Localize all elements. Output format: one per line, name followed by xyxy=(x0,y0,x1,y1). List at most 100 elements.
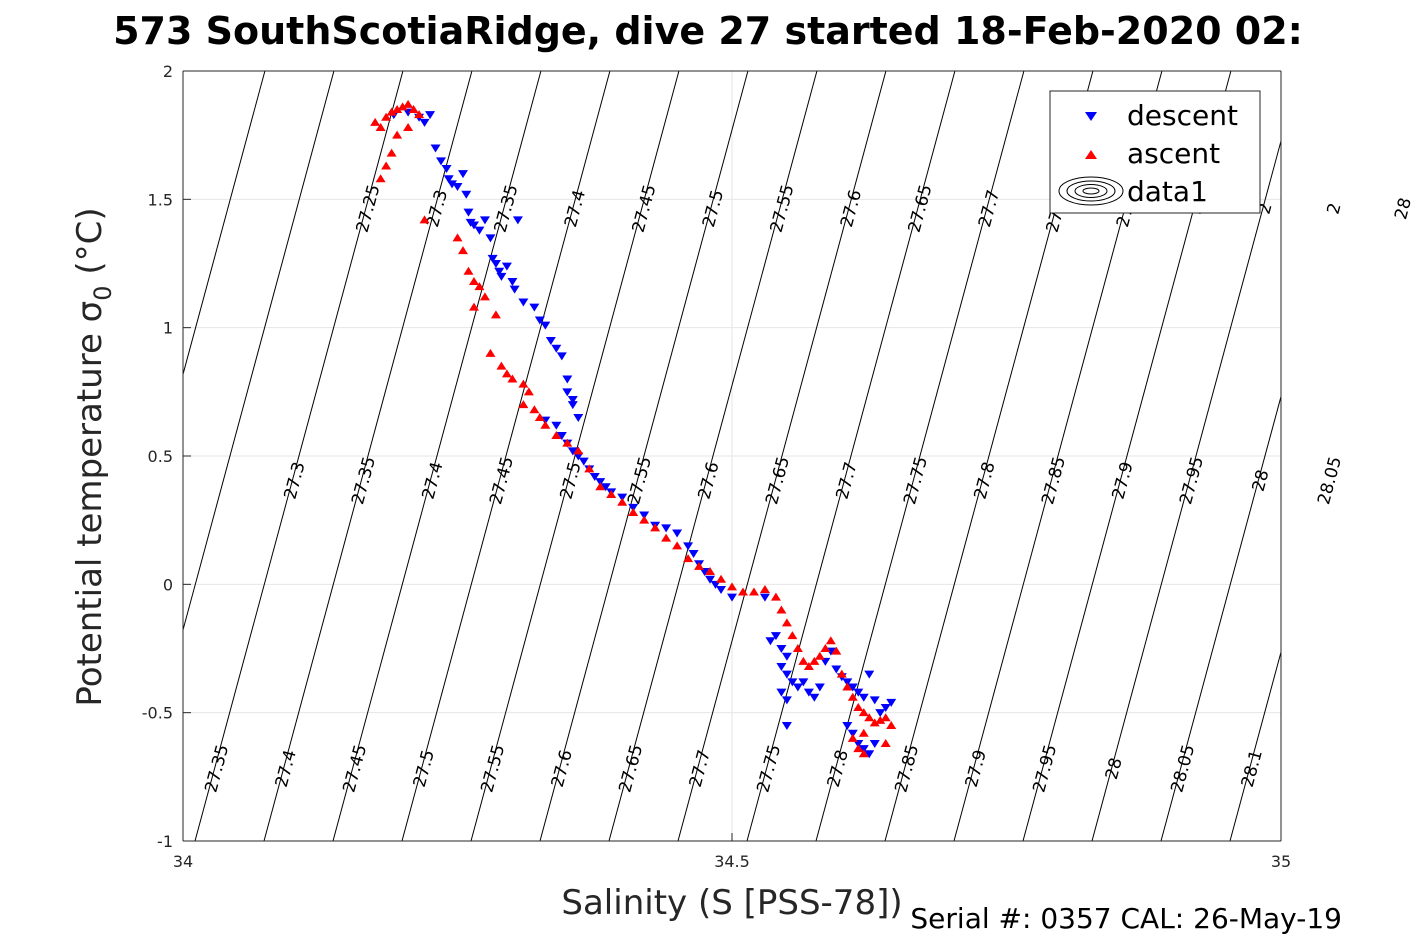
ascent-marker xyxy=(748,587,759,596)
descent-marker xyxy=(776,662,787,671)
descent-marker xyxy=(487,254,498,263)
descent-marker xyxy=(699,568,710,576)
legend-label-data1: data1 xyxy=(1127,175,1208,208)
isopycnal-line xyxy=(1160,394,1281,841)
ascent-marker xyxy=(705,567,716,575)
ascent-marker xyxy=(770,592,781,601)
descent-marker xyxy=(672,529,683,538)
isopycnal-line xyxy=(194,71,404,841)
descent-marker xyxy=(507,277,518,286)
descent-marker xyxy=(501,262,512,271)
ascent-marker xyxy=(781,618,792,627)
ascent-marker xyxy=(534,413,545,421)
ascent-marker xyxy=(375,122,386,131)
descent-marker xyxy=(842,678,853,687)
ascent-marker xyxy=(628,507,639,516)
chart-title: 573 SouthScotiaRidge, dive 27 started 18… xyxy=(113,9,1303,53)
ascent-marker xyxy=(529,405,540,414)
descent-marker xyxy=(556,431,567,440)
y-tick-label: 0 xyxy=(163,575,173,594)
ascent-marker xyxy=(474,282,485,291)
descent-marker xyxy=(683,542,694,551)
ascent-marker xyxy=(392,130,403,139)
ascent-marker xyxy=(386,107,397,116)
ascent-marker xyxy=(490,310,501,319)
axes xyxy=(182,70,1282,842)
ascent-marker xyxy=(403,99,414,108)
ascent-marker xyxy=(798,656,809,665)
ascent-marker xyxy=(776,605,787,614)
ascent-marker xyxy=(457,246,468,255)
descent-marker xyxy=(494,267,505,276)
descent-marker xyxy=(853,739,864,748)
descent-marker xyxy=(820,657,831,666)
descent-marker xyxy=(617,493,628,502)
ascent-marker xyxy=(825,636,836,645)
y-tick-label: -1 xyxy=(157,832,173,851)
descent-marker xyxy=(479,216,490,225)
ascent-marker xyxy=(551,430,562,439)
legend-item-data1: data1 xyxy=(1058,175,1208,208)
ascent-marker xyxy=(468,276,479,285)
descent-marker xyxy=(853,688,864,697)
y-tick-label: 1 xyxy=(163,319,173,338)
descent-marker xyxy=(787,678,798,687)
descent-marker xyxy=(776,645,787,653)
descent-marker xyxy=(875,709,886,718)
x-tick-label: 34 xyxy=(173,852,193,871)
ascent-marker xyxy=(403,122,414,131)
descent-marker xyxy=(781,696,792,705)
isopycnal-line xyxy=(183,71,266,377)
ascent-marker xyxy=(639,515,650,524)
ascent-marker xyxy=(468,302,479,311)
ascent-marker xyxy=(803,661,814,670)
serial-cal-footer: Serial #: 0357 CAL: 26-May-19 xyxy=(910,902,1342,935)
descent-marker xyxy=(512,216,523,225)
ascent-marker xyxy=(501,369,512,378)
descent-marker xyxy=(425,111,436,120)
descent-marker xyxy=(886,698,897,707)
ascent-marker xyxy=(875,715,886,724)
descent-marker xyxy=(803,688,814,697)
ascent-marker xyxy=(496,361,507,370)
descent-marker xyxy=(759,593,770,602)
descent-marker xyxy=(864,750,875,759)
descent-marker xyxy=(792,683,803,692)
ascent-marker xyxy=(606,490,617,498)
descent-marker xyxy=(809,693,820,702)
descent-marker xyxy=(842,722,853,730)
descent-marker xyxy=(461,190,472,199)
descent-marker xyxy=(858,745,869,754)
ascent-marker xyxy=(880,713,891,722)
ascent-marker xyxy=(408,105,419,113)
ascent-marker xyxy=(842,682,853,691)
ascent-marker xyxy=(595,482,606,491)
ascent-marker xyxy=(858,728,869,737)
legend-marker-contour xyxy=(1058,176,1124,206)
descent-marker xyxy=(562,388,573,397)
isopycnal-line xyxy=(815,71,1025,841)
descent-marker xyxy=(551,421,562,430)
isopycnal-line xyxy=(1299,71,1417,841)
descent-marker xyxy=(562,375,573,384)
ascent-marker xyxy=(886,721,897,729)
isopycnal-line xyxy=(608,71,818,841)
y-tick-label: -0.5 xyxy=(142,704,173,723)
descent-marker xyxy=(509,285,520,294)
ascent-marker xyxy=(479,292,490,301)
descent-marker xyxy=(639,511,650,520)
descent-marker xyxy=(770,632,781,641)
descent-marker xyxy=(556,352,567,361)
x-tick-label: 35 xyxy=(1271,852,1291,871)
y-tick-label: 0.5 xyxy=(148,447,173,466)
descent-marker xyxy=(540,321,551,330)
descent-marker xyxy=(727,593,737,602)
descent-marker xyxy=(436,157,447,166)
descent-marker xyxy=(858,693,869,702)
ascent-marker xyxy=(584,464,595,473)
isopycnal-line xyxy=(677,71,887,841)
descent-marker xyxy=(798,678,809,687)
ascent-marker xyxy=(853,744,864,753)
descent-marker xyxy=(452,183,463,191)
ascent-marker xyxy=(716,574,727,583)
